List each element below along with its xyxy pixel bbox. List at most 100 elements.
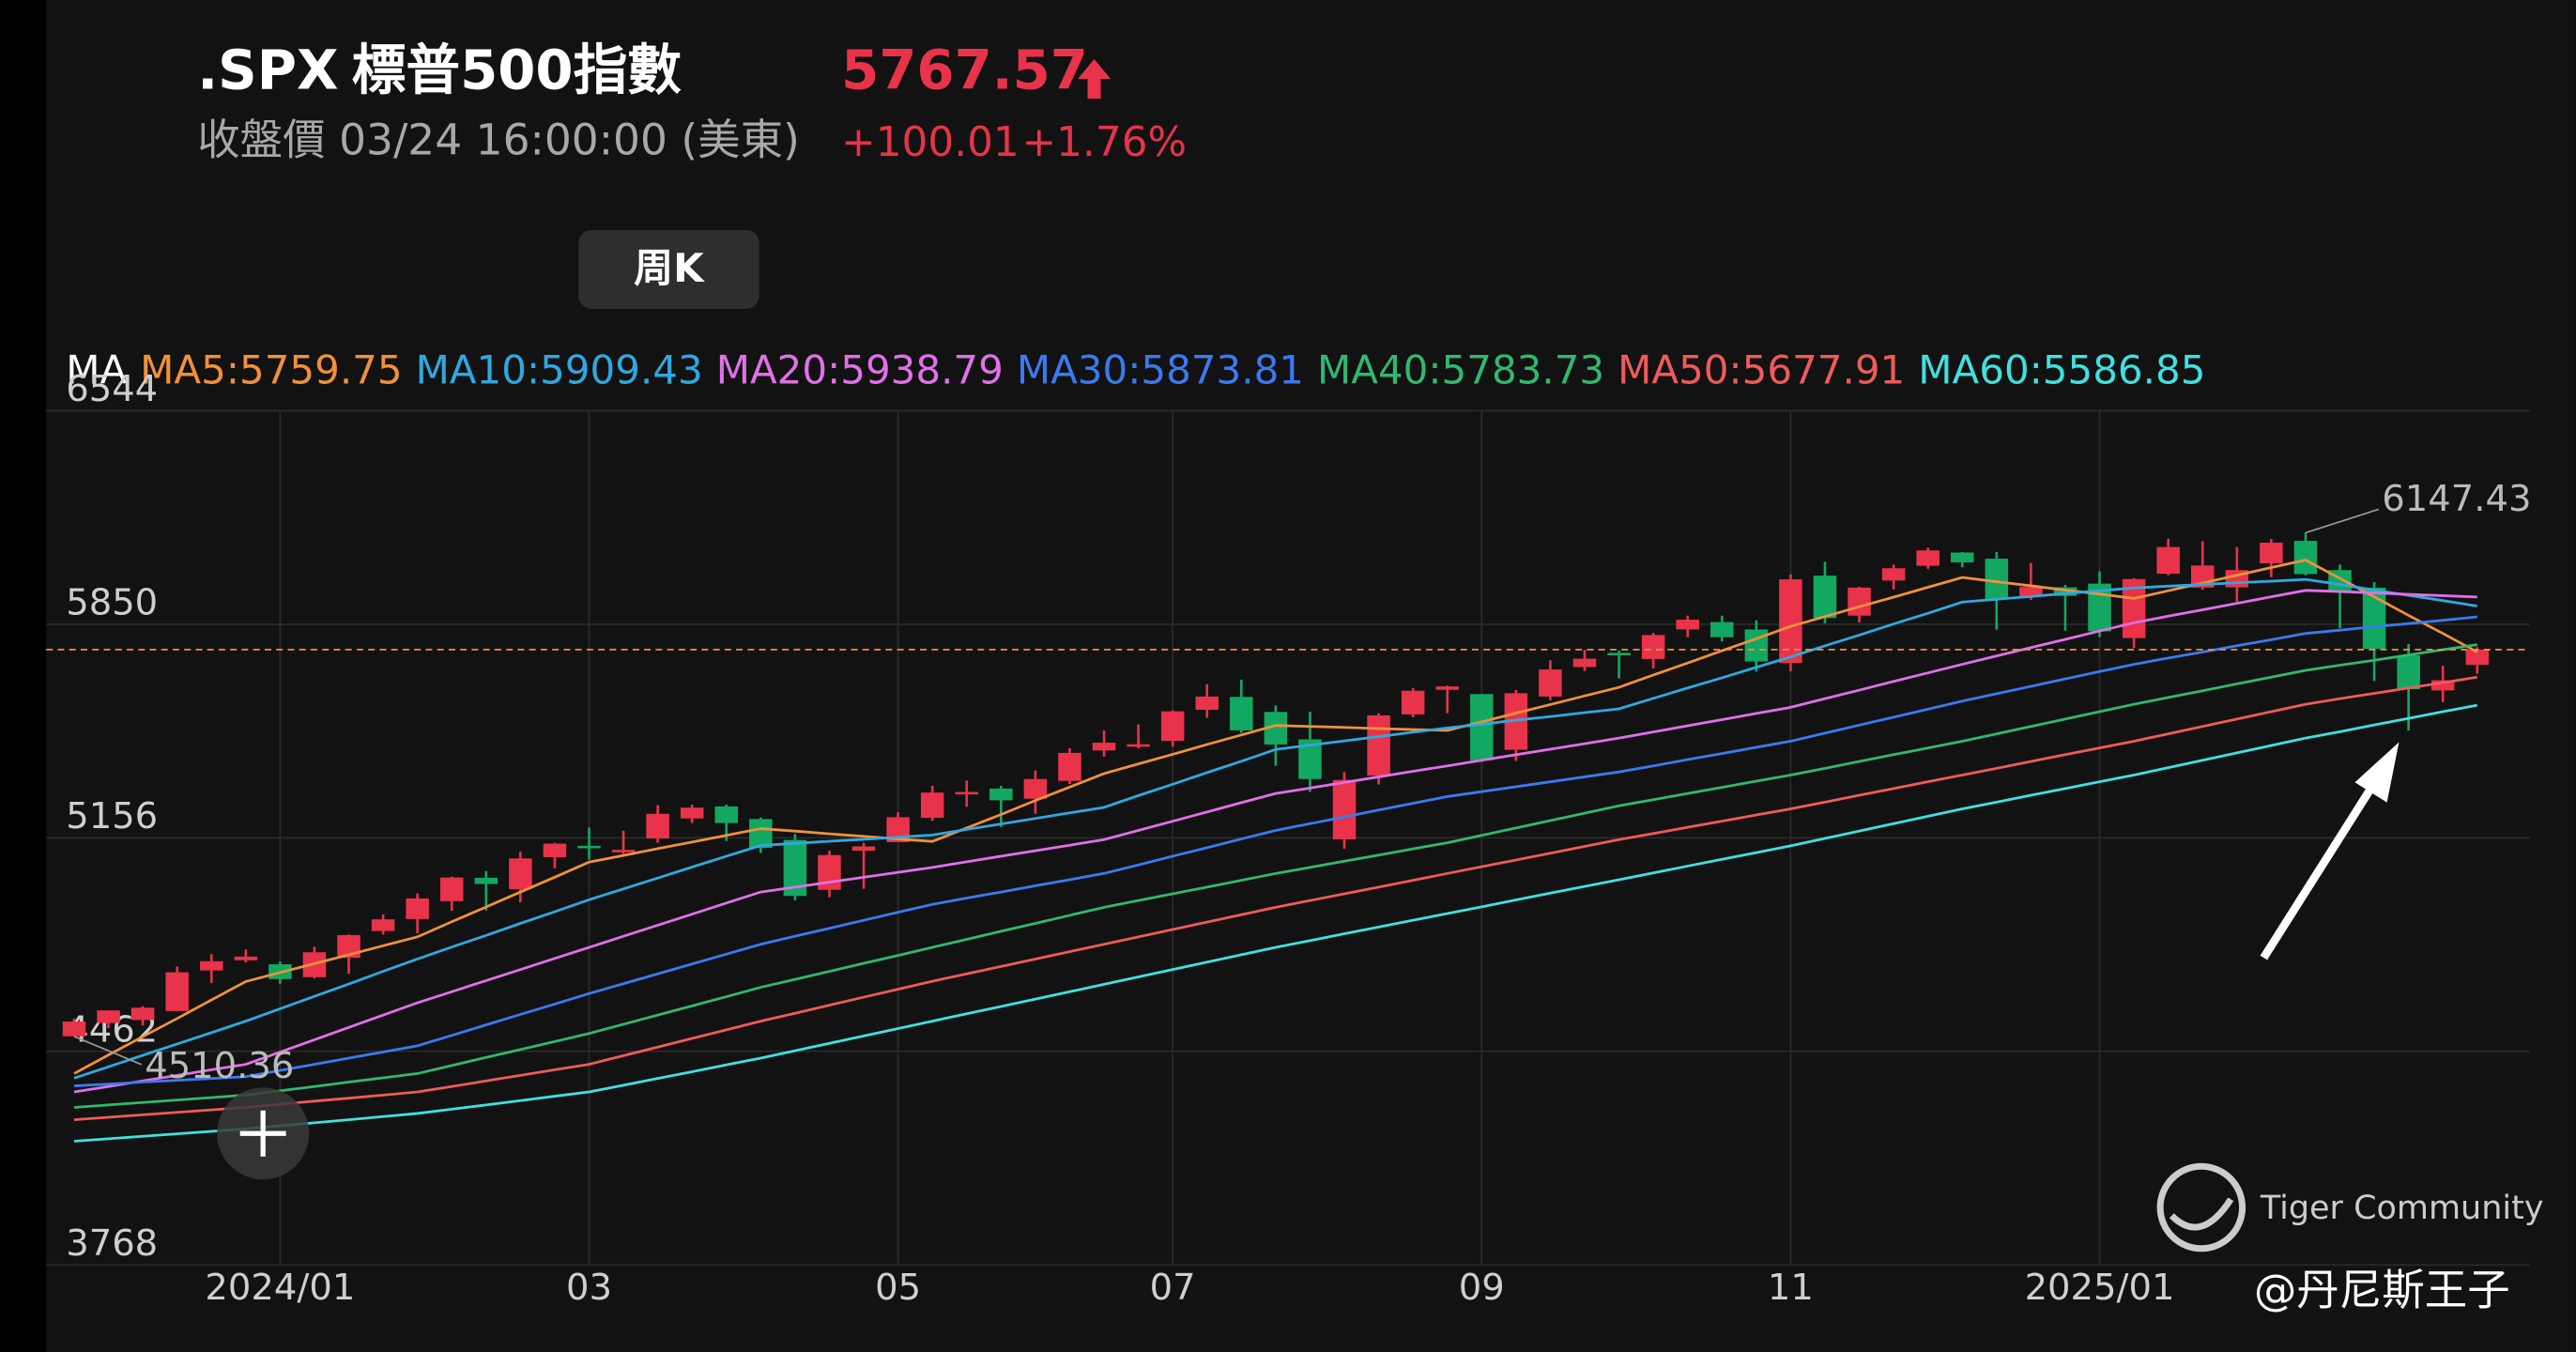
candle-body	[577, 845, 601, 849]
candle-body	[474, 877, 498, 884]
candle-body	[1435, 686, 1459, 690]
legend-entry: MA50:5677.91	[1618, 347, 1905, 393]
ma-line	[73, 643, 2477, 1109]
logo-mark	[2169, 1197, 2234, 1231]
legend-entry: MA10:5909.43	[416, 347, 703, 393]
candle-body	[749, 819, 773, 849]
candle-body	[2019, 587, 2043, 597]
candle-body	[1367, 714, 1390, 776]
candle-body	[851, 846, 876, 852]
candle-body	[1058, 752, 1081, 781]
plus-icon[interactable]	[239, 1110, 286, 1157]
legend-entry: MA5:5759.75	[140, 347, 402, 393]
candle-body	[1710, 622, 1734, 638]
ma-line	[73, 589, 2477, 1094]
y-tick-label: 5850	[66, 581, 158, 623]
ma-line	[73, 703, 2478, 1143]
index-name: 標普500指數	[352, 38, 682, 101]
candle-body	[1744, 629, 1769, 662]
x-tick-label: 09	[1459, 1267, 1505, 1309]
candle-body	[2465, 649, 2490, 666]
candle-body	[1539, 669, 1562, 697]
candle-body	[1572, 658, 1597, 668]
candle-body	[1813, 576, 1837, 619]
change-pct: +1.76%	[1022, 118, 1188, 166]
candle-body	[1607, 653, 1631, 655]
candle-body	[2156, 546, 2180, 575]
legend-entry: MA60:5586.85	[1918, 347, 2205, 393]
candle-body	[1881, 568, 1906, 581]
y-tick-label: 6544	[66, 368, 158, 410]
high-leader	[2305, 508, 2380, 534]
candle-body	[439, 877, 464, 901]
candle-body	[1160, 711, 1185, 742]
candle-body	[955, 791, 979, 795]
candle-body	[234, 956, 258, 960]
legend-entry: MA20:5938.79	[716, 347, 1004, 393]
candle-body	[2430, 680, 2455, 691]
high-annotation: 6147.43	[2382, 478, 2531, 520]
ma-line	[73, 615, 2477, 1087]
symbol: .SPX	[197, 38, 338, 101]
arrow-annotation	[2260, 742, 2400, 960]
button-bg[interactable]	[578, 229, 759, 309]
candle-body	[1916, 550, 1940, 566]
candle-body	[2293, 541, 2318, 575]
candle-body	[165, 972, 189, 1011]
candle-body	[1848, 587, 1871, 616]
candle-body	[1641, 635, 1665, 659]
x-tick-label: 2025/01	[2025, 1267, 2175, 1309]
low-annotation: 4510.36	[145, 1045, 294, 1087]
legend-title: MA	[66, 347, 127, 393]
candle-body	[97, 1010, 120, 1023]
panel	[46, 0, 2576, 1352]
x-tick-label: 03	[566, 1267, 612, 1309]
candle-body	[1332, 779, 1357, 839]
legend-entry: MA30:5873.81	[1017, 347, 1304, 393]
candle-body	[1779, 579, 1802, 664]
candle-body	[1676, 619, 1699, 630]
x-tick-label: 07	[1150, 1267, 1196, 1309]
candle-body	[2397, 654, 2420, 690]
candle-body	[509, 858, 532, 890]
candle-body	[543, 843, 567, 857]
x-tick-label: 05	[875, 1267, 921, 1309]
candle-body	[1023, 778, 1048, 799]
candle-body	[920, 792, 944, 819]
watermark: Tiger Community	[2260, 1190, 2544, 1227]
candle-body	[1951, 552, 1974, 563]
logo-ring	[2156, 1162, 2246, 1252]
candle-body	[611, 850, 636, 853]
x-tick-label: 2024/01	[205, 1267, 355, 1309]
period-button[interactable]: 周K	[578, 229, 759, 309]
author: @丹尼斯王子	[2254, 1266, 2510, 1315]
candle-body	[989, 788, 1013, 801]
candle-body	[714, 806, 739, 823]
time-label: 收盤價 03/24 16:00:00 (美東)	[197, 115, 800, 165]
candle-body	[1401, 690, 1425, 714]
ma-line	[73, 675, 2478, 1121]
y-tick-label: 3768	[66, 1222, 158, 1265]
candle-body	[1092, 743, 1116, 751]
candle-body	[130, 1007, 155, 1021]
candle-body	[1127, 744, 1150, 747]
y-tick-label: 5156	[66, 795, 158, 837]
candle-body	[1195, 696, 1219, 710]
candle-body	[62, 1022, 86, 1037]
candle-body	[1985, 559, 2009, 600]
candle-body	[1230, 697, 1253, 730]
candle-body	[200, 960, 223, 971]
add-button[interactable]	[217, 1087, 310, 1180]
change: +100.01	[841, 118, 1020, 166]
candle-body	[2053, 587, 2078, 596]
x-tick-label: 11	[1768, 1267, 1814, 1309]
button-label[interactable]: 周K	[634, 245, 705, 291]
candle-body	[680, 807, 704, 819]
ma-line	[73, 577, 2477, 1080]
arrow-head	[2354, 742, 2400, 803]
low-leader	[73, 1036, 143, 1066]
candle-body	[2260, 543, 2283, 563]
legend-entry: MA40:5783.73	[1317, 347, 1604, 393]
